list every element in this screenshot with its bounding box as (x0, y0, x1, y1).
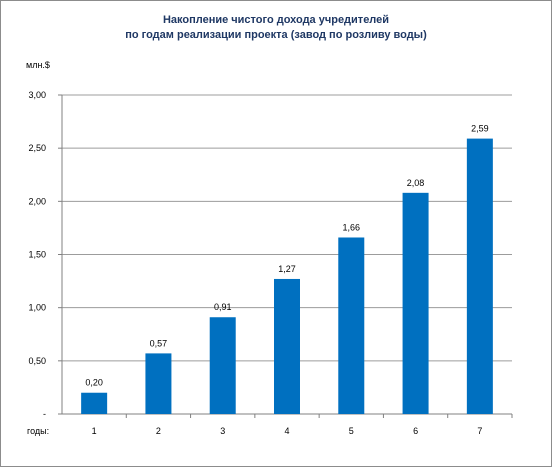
data-label: 1,27 (278, 264, 296, 274)
y-tick-label: - (43, 409, 46, 419)
x-tick-label: 3 (220, 426, 225, 436)
x-tick-label: 2 (156, 426, 161, 436)
x-tick-label: 1 (92, 426, 97, 436)
data-label: 2,08 (407, 178, 425, 188)
bar (338, 237, 365, 414)
chart-title-line-1: Накопление чистого дохода учредителей (162, 14, 390, 26)
x-tick-label: 7 (477, 426, 482, 436)
bar (466, 138, 493, 414)
chart-title-line-2: по годам реализации проекта (завод по ро… (125, 29, 427, 41)
bar (81, 392, 108, 414)
x-axis-label: годы: (27, 426, 49, 436)
x-tick-label: 5 (349, 426, 354, 436)
x-tick-label: 6 (413, 426, 418, 436)
bar (402, 192, 429, 414)
y-axis-label: млн.$ (26, 60, 50, 70)
x-tick-label: 4 (284, 426, 289, 436)
y-tick-label: 0,50 (28, 356, 46, 366)
bar (274, 278, 300, 414)
y-tick-label: 2,00 (28, 196, 46, 206)
y-tick-label: 2,50 (28, 143, 46, 153)
y-tick-label: 1,00 (28, 303, 46, 313)
bar (209, 317, 236, 414)
data-label: 0,20 (85, 378, 103, 388)
data-label: 2,59 (471, 124, 489, 134)
y-tick-label: 1,50 (28, 250, 46, 260)
data-label: 0,91 (214, 302, 232, 312)
data-label: 1,66 (343, 222, 361, 232)
y-tick-label: 3,00 (28, 90, 46, 100)
data-label: 0,57 (150, 338, 168, 348)
bar (145, 353, 172, 414)
